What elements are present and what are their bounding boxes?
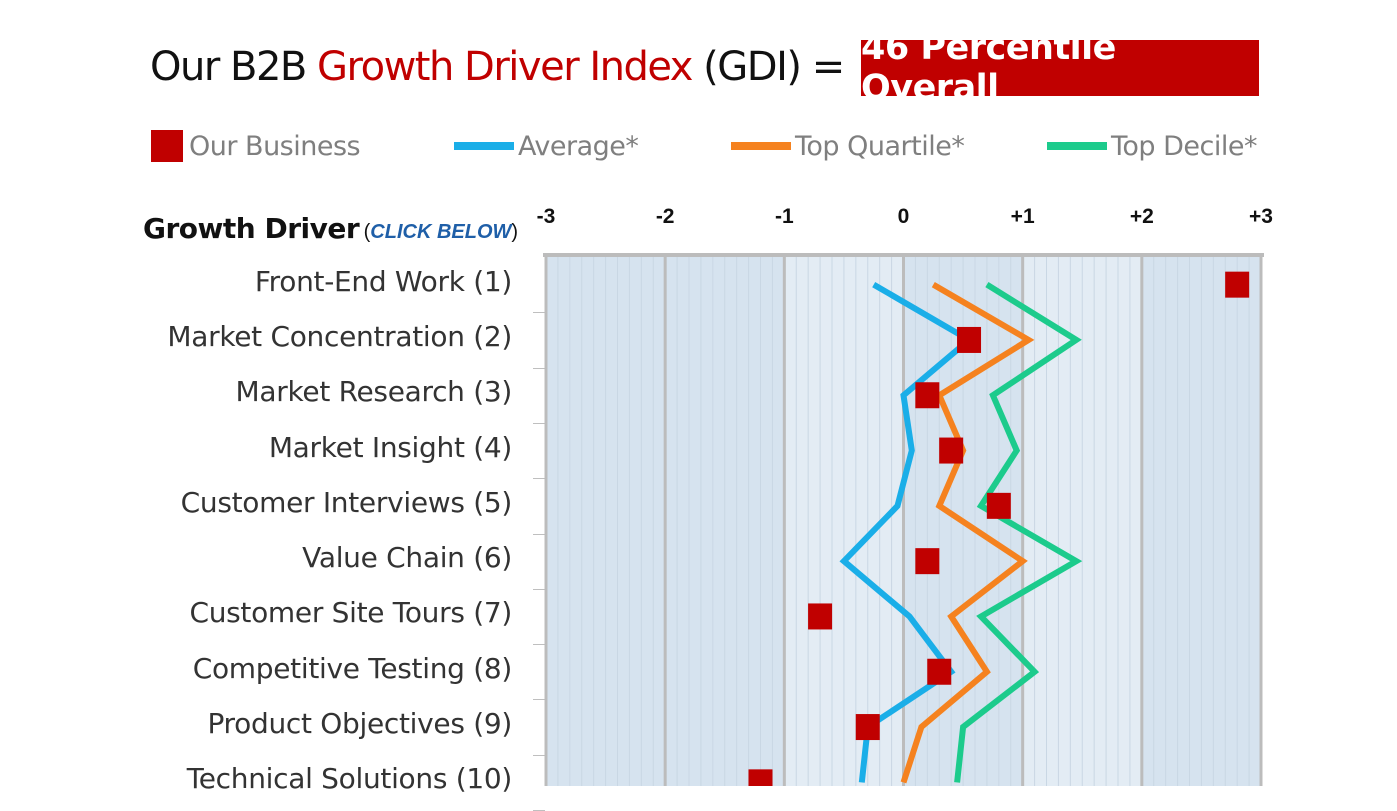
title-prefix: Our B2B [150, 44, 318, 90]
gdi-percentile-badge: 46 Percentile Overall [861, 28, 1259, 108]
chart-legend: Our Business Average* Top Quartile* Top … [0, 124, 1397, 168]
row-tick-mark [533, 478, 545, 480]
row-tick-mark [533, 422, 545, 424]
growth-driver-link[interactable]: Market Concentration (2) [167, 319, 512, 353]
row-tick-mark [533, 312, 545, 314]
legend-average-label: Average* [518, 130, 639, 162]
x-tick-label: +3 [1249, 205, 1273, 228]
row-tick-mark [533, 367, 545, 369]
row-tick-mark [533, 588, 545, 590]
our-business-marker [957, 326, 982, 353]
top-decile-series-line [954, 282, 1083, 783]
click-below-hint: CLICK BELOW [370, 221, 512, 243]
top-quartile-series-line [900, 282, 1035, 784]
title-highlight: Growth Driver Index [317, 44, 693, 90]
chart-title: Our B2B Growth Driver Index (GDI) = 46 P… [0, 28, 1397, 108]
our-business-marker [808, 603, 833, 630]
our-business-marker [915, 382, 940, 409]
our-business-marker [927, 658, 952, 685]
x-tick-label: -2 [655, 205, 675, 228]
row-tick-mark [533, 699, 545, 701]
growth-driver-link[interactable]: Market Research (3) [235, 375, 513, 409]
x-tick-label: 0 [897, 205, 910, 228]
our-business-marker [748, 769, 773, 786]
title-suffix: (GDI) = [691, 44, 845, 90]
growth-driver-link[interactable]: Competitive Testing (8) [192, 651, 513, 685]
row-tick-mark [533, 644, 545, 646]
legend-top-quartile-label: Top Quartile* [795, 130, 965, 162]
legend-average: Average* [454, 124, 639, 168]
top-quartile-swatch [731, 142, 791, 150]
growth-driver-link[interactable]: Customer Site Tours (7) [189, 596, 512, 630]
our-business-swatch [151, 130, 183, 162]
growth-driver-link[interactable]: Market Insight (4) [268, 430, 512, 464]
row-tick-mark [533, 533, 545, 535]
our-business-marker [986, 492, 1011, 519]
x-tick-label: -1 [774, 205, 794, 228]
x-tick-label: +2 [1129, 205, 1154, 228]
header-label: Growth Driver [143, 212, 360, 245]
x-tick-label: +1 [1010, 205, 1035, 228]
row-tick-mark [533, 754, 545, 756]
legend-our-business: Our Business [151, 124, 361, 168]
growth-driver-link[interactable]: Customer Interviews (5) [180, 485, 513, 519]
header-paren-close: ) [511, 221, 519, 243]
our-business-marker [939, 437, 964, 464]
growth-driver-header[interactable]: Growth Driver (CLICK BELOW) [143, 212, 518, 245]
average-swatch [454, 142, 514, 150]
our-business-marker [1225, 271, 1250, 298]
our-business-marker [915, 548, 940, 575]
legend-our-business-label: Our Business [189, 130, 361, 162]
title-text: Our B2B Growth Driver Index (GDI) = [150, 44, 845, 90]
growth-driver-link[interactable]: Product Objectives (9) [207, 707, 512, 741]
growth-driver-link[interactable]: Front-End Work (1) [254, 264, 512, 298]
our-business-marker [855, 714, 880, 741]
legend-top-decile: Top Decile* [1047, 124, 1258, 168]
chart-plot-area [543, 253, 1264, 786]
legend-top-decile-label: Top Decile* [1111, 130, 1258, 162]
x-tick-label: -3 [536, 205, 556, 228]
header-paren-open: ( [363, 221, 371, 243]
top-decile-swatch [1047, 142, 1107, 150]
legend-top-quartile: Top Quartile* [731, 124, 965, 168]
growth-driver-link[interactable]: Value Chain (6) [302, 541, 512, 575]
average-series-line [839, 282, 975, 783]
